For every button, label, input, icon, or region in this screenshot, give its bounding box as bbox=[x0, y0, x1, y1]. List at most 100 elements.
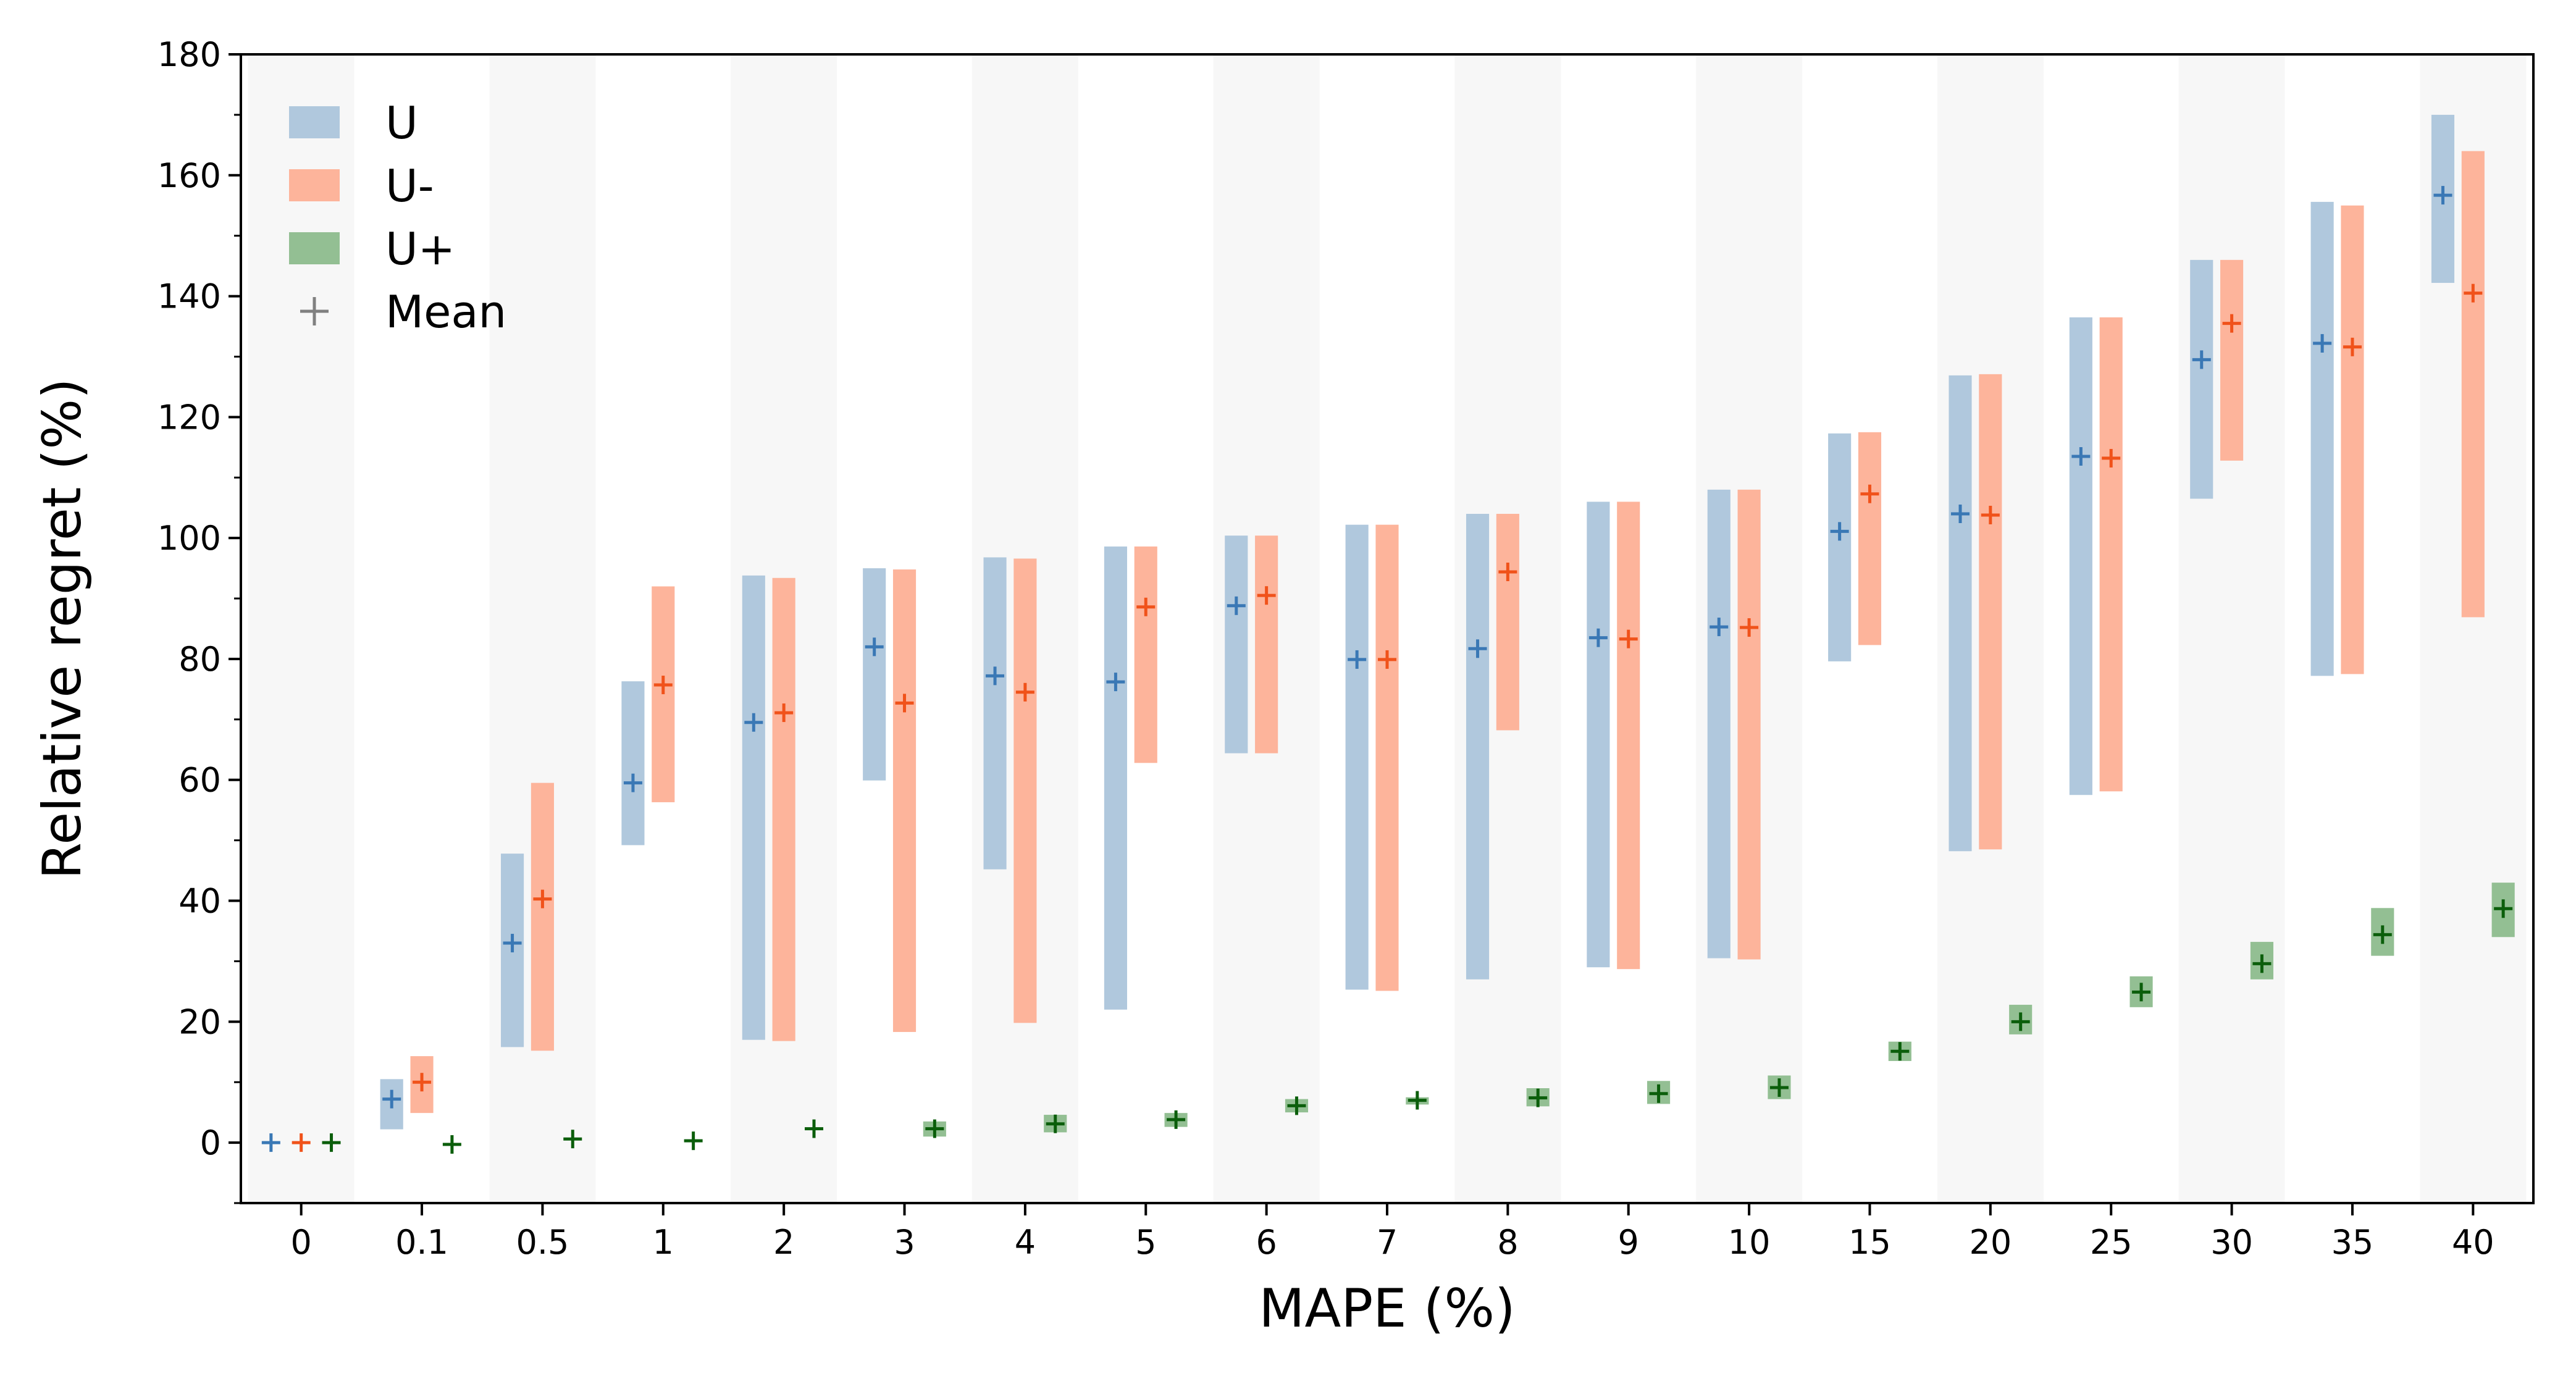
mean-marker-U+-5 bbox=[1167, 1110, 1186, 1129]
mean-marker-U+-8 bbox=[1529, 1088, 1548, 1107]
mean-marker-U-40 bbox=[2433, 186, 2452, 205]
mean-marker-U--0.5 bbox=[533, 889, 552, 908]
mean-marker-U--5 bbox=[1136, 597, 1156, 616]
bar-U-1 bbox=[621, 681, 645, 845]
mean-marker-U--3 bbox=[895, 694, 914, 713]
y-tick-label-80: 80 bbox=[178, 640, 221, 679]
bar-U-3 bbox=[863, 568, 886, 781]
mean-marker-U-15 bbox=[1830, 522, 1849, 541]
bar-U--5 bbox=[1134, 546, 1157, 763]
y-tick-label-60: 60 bbox=[178, 761, 221, 800]
bar-U-8 bbox=[1466, 514, 1490, 980]
mean-marker-U-25 bbox=[2071, 447, 2091, 466]
x-tick-label-0.5: 0.5 bbox=[516, 1223, 569, 1262]
bar-U--20 bbox=[1979, 374, 2002, 850]
bar-U-9 bbox=[1587, 501, 1610, 968]
mean-marker-U--9 bbox=[1619, 629, 1638, 648]
legend-label-U-: U- bbox=[385, 160, 434, 212]
mean-marker-U-4 bbox=[986, 666, 1005, 686]
mean-marker-U+-0.1 bbox=[442, 1135, 461, 1154]
y-tick-label-160: 160 bbox=[157, 156, 221, 195]
bar-U-2 bbox=[742, 575, 765, 1040]
mean-marker-U+-30 bbox=[2252, 954, 2272, 973]
mean-marker-U+-40 bbox=[2494, 899, 2513, 918]
mean-marker-U-10 bbox=[1710, 618, 1729, 637]
mean-marker-U-6 bbox=[1227, 596, 1246, 615]
bar-U-30 bbox=[2190, 259, 2213, 499]
bar-U--15 bbox=[1858, 432, 1882, 645]
x-tick-label-4: 4 bbox=[1015, 1223, 1036, 1262]
x-tick-label-9: 9 bbox=[1618, 1223, 1639, 1262]
bar-U-20 bbox=[1949, 375, 1972, 852]
mean-marker-U-30 bbox=[2192, 350, 2211, 369]
bar-U--25 bbox=[2099, 317, 2123, 792]
x-axis-title: MAPE (%) bbox=[1259, 1278, 1515, 1340]
mean-marker-U-8 bbox=[1468, 639, 1487, 658]
mean-marker-U+-9 bbox=[1649, 1084, 1668, 1103]
y-tick-label-100: 100 bbox=[157, 519, 221, 558]
bar-U-15 bbox=[1828, 433, 1852, 661]
x-tick-label-7: 7 bbox=[1377, 1223, 1398, 1262]
legend-swatch-U bbox=[289, 106, 340, 138]
x-tick-label-40: 40 bbox=[2452, 1223, 2494, 1262]
mean-marker-U-35 bbox=[2313, 334, 2332, 353]
x-tick-label-10: 10 bbox=[1728, 1223, 1771, 1262]
bar-U-7 bbox=[1345, 524, 1369, 990]
bar-U-4 bbox=[983, 557, 1007, 870]
mean-marker-U--25 bbox=[2102, 448, 2121, 468]
mean-marker-U--35 bbox=[2343, 337, 2362, 356]
mean-marker-U--1 bbox=[653, 676, 673, 695]
legend-label-U: U bbox=[385, 97, 418, 149]
legend-swatch-U+ bbox=[289, 232, 340, 264]
mean-marker-U+-15 bbox=[1890, 1042, 1910, 1061]
mean-marker-U--0 bbox=[292, 1133, 311, 1152]
mean-marker-U--4 bbox=[1015, 682, 1034, 702]
bar-U--4 bbox=[1013, 558, 1037, 1023]
x-tick-label-20: 20 bbox=[1969, 1223, 2012, 1262]
mean-marker-U-0.5 bbox=[503, 934, 522, 953]
mean-marker-U+-10 bbox=[1769, 1078, 1789, 1097]
mean-marker-U-0.1 bbox=[382, 1089, 401, 1109]
background-band-16 bbox=[2178, 54, 2285, 1203]
y-tick-label-20: 20 bbox=[178, 1002, 221, 1041]
bar-U--3 bbox=[892, 569, 917, 1032]
mean-marker-U--30 bbox=[2222, 314, 2241, 333]
bar-U-35 bbox=[2310, 201, 2334, 676]
bar-U-10 bbox=[1707, 489, 1731, 959]
legend-swatch-U- bbox=[289, 169, 340, 201]
legend: U U- U+ Mean bbox=[289, 97, 506, 338]
bar-U--1 bbox=[652, 586, 675, 802]
y-tick-label-140: 140 bbox=[157, 277, 221, 316]
bar-U--40 bbox=[2461, 151, 2485, 618]
mean-marker-U+-35 bbox=[2373, 925, 2392, 944]
mean-marker-U--6 bbox=[1257, 586, 1276, 605]
x-tick-label-3: 3 bbox=[894, 1223, 915, 1262]
mean-marker-U+-7 bbox=[1408, 1091, 1427, 1110]
x-tick-label-25: 25 bbox=[2090, 1223, 2133, 1262]
bar-U--8 bbox=[1496, 514, 1519, 731]
mean-marker-U-20 bbox=[1951, 505, 1970, 523]
bar-U--7 bbox=[1375, 524, 1399, 991]
mean-markers bbox=[261, 186, 2513, 1154]
background-band-0 bbox=[248, 54, 355, 1203]
bar-U--30 bbox=[2220, 259, 2244, 461]
y-tick-label-180: 180 bbox=[157, 35, 221, 74]
bar-U--9 bbox=[1617, 501, 1640, 970]
mean-marker-U+-3 bbox=[925, 1119, 944, 1138]
mean-marker-U-2 bbox=[744, 713, 763, 732]
mean-marker-U-1 bbox=[623, 773, 642, 792]
x-tick-label-5: 5 bbox=[1135, 1223, 1156, 1262]
y-axis-title: Relative regret (%) bbox=[31, 378, 93, 879]
mean-marker-U-3 bbox=[865, 637, 884, 657]
bar-U--6 bbox=[1255, 535, 1278, 753]
mean-marker-U-5 bbox=[1106, 673, 1125, 692]
bar-U--0.5 bbox=[531, 782, 554, 1051]
mean-marker-U+-20 bbox=[2011, 1012, 2030, 1031]
y-tick-label-0: 0 bbox=[200, 1123, 221, 1162]
x-tick-label-6: 6 bbox=[1256, 1223, 1277, 1262]
bar-U-25 bbox=[2069, 317, 2092, 795]
legend-swatch-mean bbox=[300, 297, 329, 325]
bar-U-5 bbox=[1104, 546, 1127, 1010]
legend-label-U+: U+ bbox=[385, 223, 455, 275]
bar-U-6 bbox=[1225, 535, 1248, 753]
